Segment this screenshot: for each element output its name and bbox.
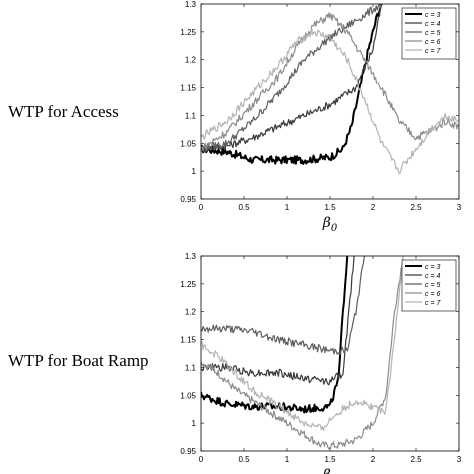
legend-entry: c = 7 <box>425 48 441 55</box>
y-tick-label: 1.05 <box>180 391 196 400</box>
y-tick-label: 1 <box>192 419 197 428</box>
legend-entry: c = 4 <box>425 273 440 280</box>
x-tick-label: 0.5 <box>238 203 250 212</box>
series-line-c=3 <box>201 4 383 165</box>
series-group <box>201 4 459 174</box>
x-tick-label: 1.5 <box>324 203 336 212</box>
x-tick-label: 2.5 <box>410 455 422 464</box>
series-line-c=6 <box>201 12 459 152</box>
x-tick-label: 0 <box>199 203 204 212</box>
y-tick-label: 1.2 <box>185 308 197 317</box>
series-line-c=6 <box>201 256 404 450</box>
x-axis-label: β0 <box>322 215 338 234</box>
series-group <box>201 256 404 450</box>
legend-entry: c = 5 <box>425 282 440 289</box>
y-tick-label: 1.05 <box>180 139 196 148</box>
legend-entry: c = 5 <box>425 30 440 37</box>
row-label-bottom: WTP for Boat Ramp <box>8 351 149 370</box>
y-tick-label: 1.1 <box>185 363 197 372</box>
series-line-c=5 <box>201 256 365 355</box>
x-tick-label: 2 <box>371 203 376 212</box>
y-tick-label: 1.15 <box>180 336 196 345</box>
y-tick-label: 1.15 <box>180 84 196 93</box>
y-tick-label: 1.25 <box>180 280 196 289</box>
x-tick-label: 3 <box>457 203 462 212</box>
y-tick-label: 0.95 <box>180 195 196 204</box>
legend-entry: c = 3 <box>425 264 440 271</box>
series-line-c=5 <box>201 4 383 152</box>
x-tick-label: 1.5 <box>324 455 336 464</box>
legend-entry: c = 7 <box>425 300 441 307</box>
x-tick-label: 2 <box>371 455 376 464</box>
series-line-c=7 <box>201 28 459 174</box>
y-tick-label: 0.95 <box>180 447 196 456</box>
legend-entry: c = 4 <box>425 21 440 28</box>
x-tick-label: 3 <box>457 455 462 464</box>
y-tick-label: 1.3 <box>185 0 197 9</box>
series-line-c=7 <box>201 256 404 432</box>
row-label-top: WTP for Access <box>8 102 119 121</box>
x-axis-label: β0 <box>322 467 338 474</box>
x-tick-label: 0.5 <box>238 455 250 464</box>
y-tick-label: 1.25 <box>180 28 196 37</box>
legend: c = 3 c = 4 c = 5 c = 6 c = 7 <box>401 7 457 60</box>
x-tick-label: 1 <box>285 203 290 212</box>
y-tick-label: 1.1 <box>185 111 197 120</box>
y-tick-label: 1 <box>192 167 197 176</box>
legend-entry: c = 6 <box>425 39 440 46</box>
y-tick-label: 1.2 <box>185 56 197 65</box>
x-tick-label: 2.5 <box>410 203 422 212</box>
series-line-c=4 <box>201 256 355 386</box>
legend-entry: c = 3 <box>425 12 440 19</box>
y-tick-label: 1.3 <box>185 252 197 261</box>
legend-entry: c = 6 <box>425 291 440 298</box>
x-tick-label: 0 <box>199 455 204 464</box>
chart-panel-1: 0.95 1 1.05 1.1 1.15 1.2 1.25 1.3 0 0.5 1 1.5 2 2.5 3 β… <box>180 0 461 234</box>
legend: c = 3 c = 4 c = 5 c = 6 c = 7 <box>401 259 457 312</box>
chart-panel-2: 0.95 1 1.05 1.1 1.15 1.2 1.25 1.3 0 0.5 1 1.5 2 2.5 3 β… <box>180 252 461 474</box>
series-line-c=3 <box>201 256 349 414</box>
x-tick-label: 1 <box>285 455 290 464</box>
